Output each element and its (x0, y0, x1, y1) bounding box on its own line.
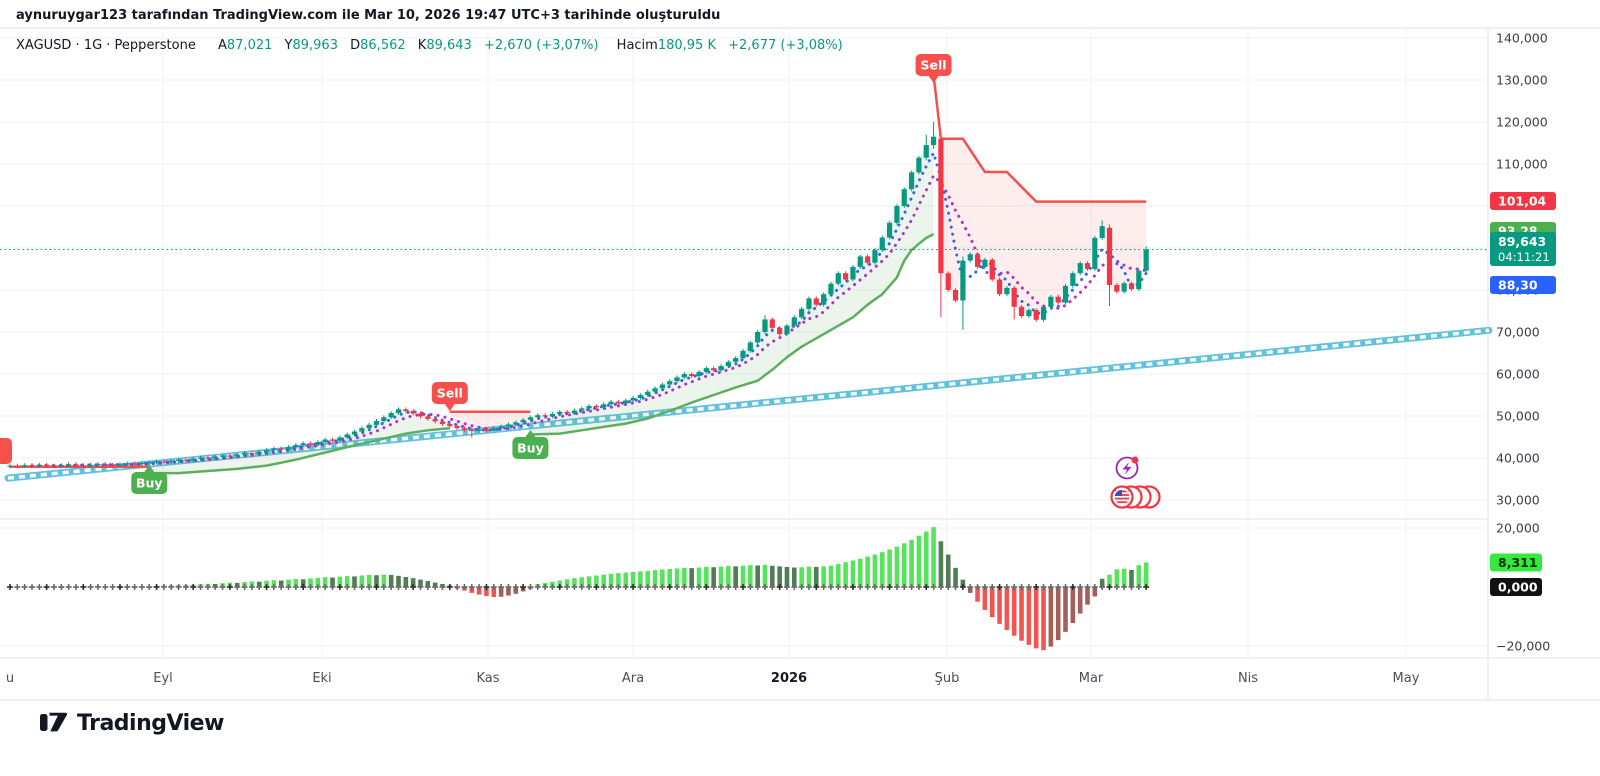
volume-value: 180,95 K (657, 38, 716, 53)
high-value: 89,963 (292, 38, 338, 53)
svg-text:130,000: 130,000 (1496, 73, 1548, 88)
svg-text:Buy: Buy (136, 476, 163, 491)
svg-text:Kas: Kas (476, 671, 499, 686)
svg-text:8,311: 8,311 (1498, 555, 1538, 570)
svg-text:30,000: 30,000 (1496, 493, 1540, 508)
svg-text:120,000: 120,000 (1496, 115, 1548, 130)
signal-badges: Buy Sell Buy Sell (0, 54, 952, 494)
svg-text:110,000: 110,000 (1496, 157, 1548, 172)
svg-text:Ara: Ara (622, 671, 644, 686)
svg-text:Eki: Eki (312, 671, 331, 686)
svg-text:−20,000: −20,000 (1496, 639, 1550, 654)
svg-text:Nis: Nis (1238, 671, 1258, 686)
svg-text:50,000: 50,000 (1496, 409, 1540, 424)
open-label: A (217, 38, 227, 53)
lightning-event-icon[interactable] (1115, 456, 1139, 480)
tradingview-logo-icon (40, 712, 68, 732)
volume-label: Hacim (616, 38, 658, 53)
attribution-text: aynuruygar123 tarafından TradingView.com… (16, 8, 721, 23)
svg-text:Sell: Sell (921, 58, 947, 73)
event-icons[interactable] (1110, 456, 1161, 509)
low-label: D (350, 38, 361, 53)
svg-text:2026: 2026 (771, 671, 807, 686)
svg-text:101,04: 101,04 (1498, 194, 1547, 209)
change-value: +2,670 (+3,07%) (483, 38, 599, 53)
svg-text:40,000: 40,000 (1496, 451, 1540, 466)
svg-text:Buy: Buy (517, 441, 544, 456)
low-value: 86,562 (360, 38, 406, 53)
volume-change: +2,677 (+3,08%) (728, 38, 843, 53)
svg-text:60,000: 60,000 (1496, 367, 1540, 382)
price-axis[interactable]: 140,000130,000120,000110,00080,00070,000… (1490, 31, 1556, 654)
tradingview-footer[interactable]: TradingView (40, 710, 224, 736)
open-value: 87,021 (226, 38, 273, 53)
trendline-drawing[interactable] (4, 326, 1493, 482)
svg-text:Eyl: Eyl (153, 671, 173, 686)
supertrend-lines (10, 137, 1147, 475)
pane-borders (0, 27, 1600, 701)
us-flag-events-icon[interactable] (1110, 485, 1161, 509)
svg-text:89,643: 89,643 (1498, 234, 1546, 249)
svg-text:88,30: 88,30 (1498, 278, 1538, 293)
svg-text:Sell: Sell (437, 386, 463, 401)
close-value: 89,643 (426, 38, 472, 53)
svg-text:20,000: 20,000 (1496, 521, 1540, 536)
candlestick-series (7, 122, 1149, 469)
time-axis[interactable]: u Eyl Eki Kas Ara 2026 Şub Mar Nis May (6, 671, 1420, 686)
symbol-title[interactable]: XAGUSD · 1G · Pepperstone (16, 38, 196, 53)
svg-text:0,000: 0,000 (1498, 580, 1538, 595)
svg-text:70,000: 70,000 (1496, 325, 1540, 340)
close-label: K (417, 38, 427, 53)
svg-text:May: May (1393, 671, 1420, 686)
svg-text:Şub: Şub (935, 671, 960, 686)
svg-text:140,000: 140,000 (1496, 31, 1548, 46)
supertrend-fills (149, 136, 1147, 474)
grid-lines (0, 28, 1488, 658)
svg-text:04:11:21: 04:11:21 (1498, 250, 1550, 264)
high-label: Y (284, 38, 293, 53)
svg-text:u: u (6, 671, 14, 686)
svg-text:Mar: Mar (1079, 671, 1104, 686)
brand-name: TradingView (77, 710, 224, 736)
histogram-zero-crosses (7, 584, 1150, 590)
symbol-legend: XAGUSD · 1G · Pepperstone A87,021 Y89,96… (16, 38, 843, 53)
momentum-histogram (7, 527, 1149, 651)
